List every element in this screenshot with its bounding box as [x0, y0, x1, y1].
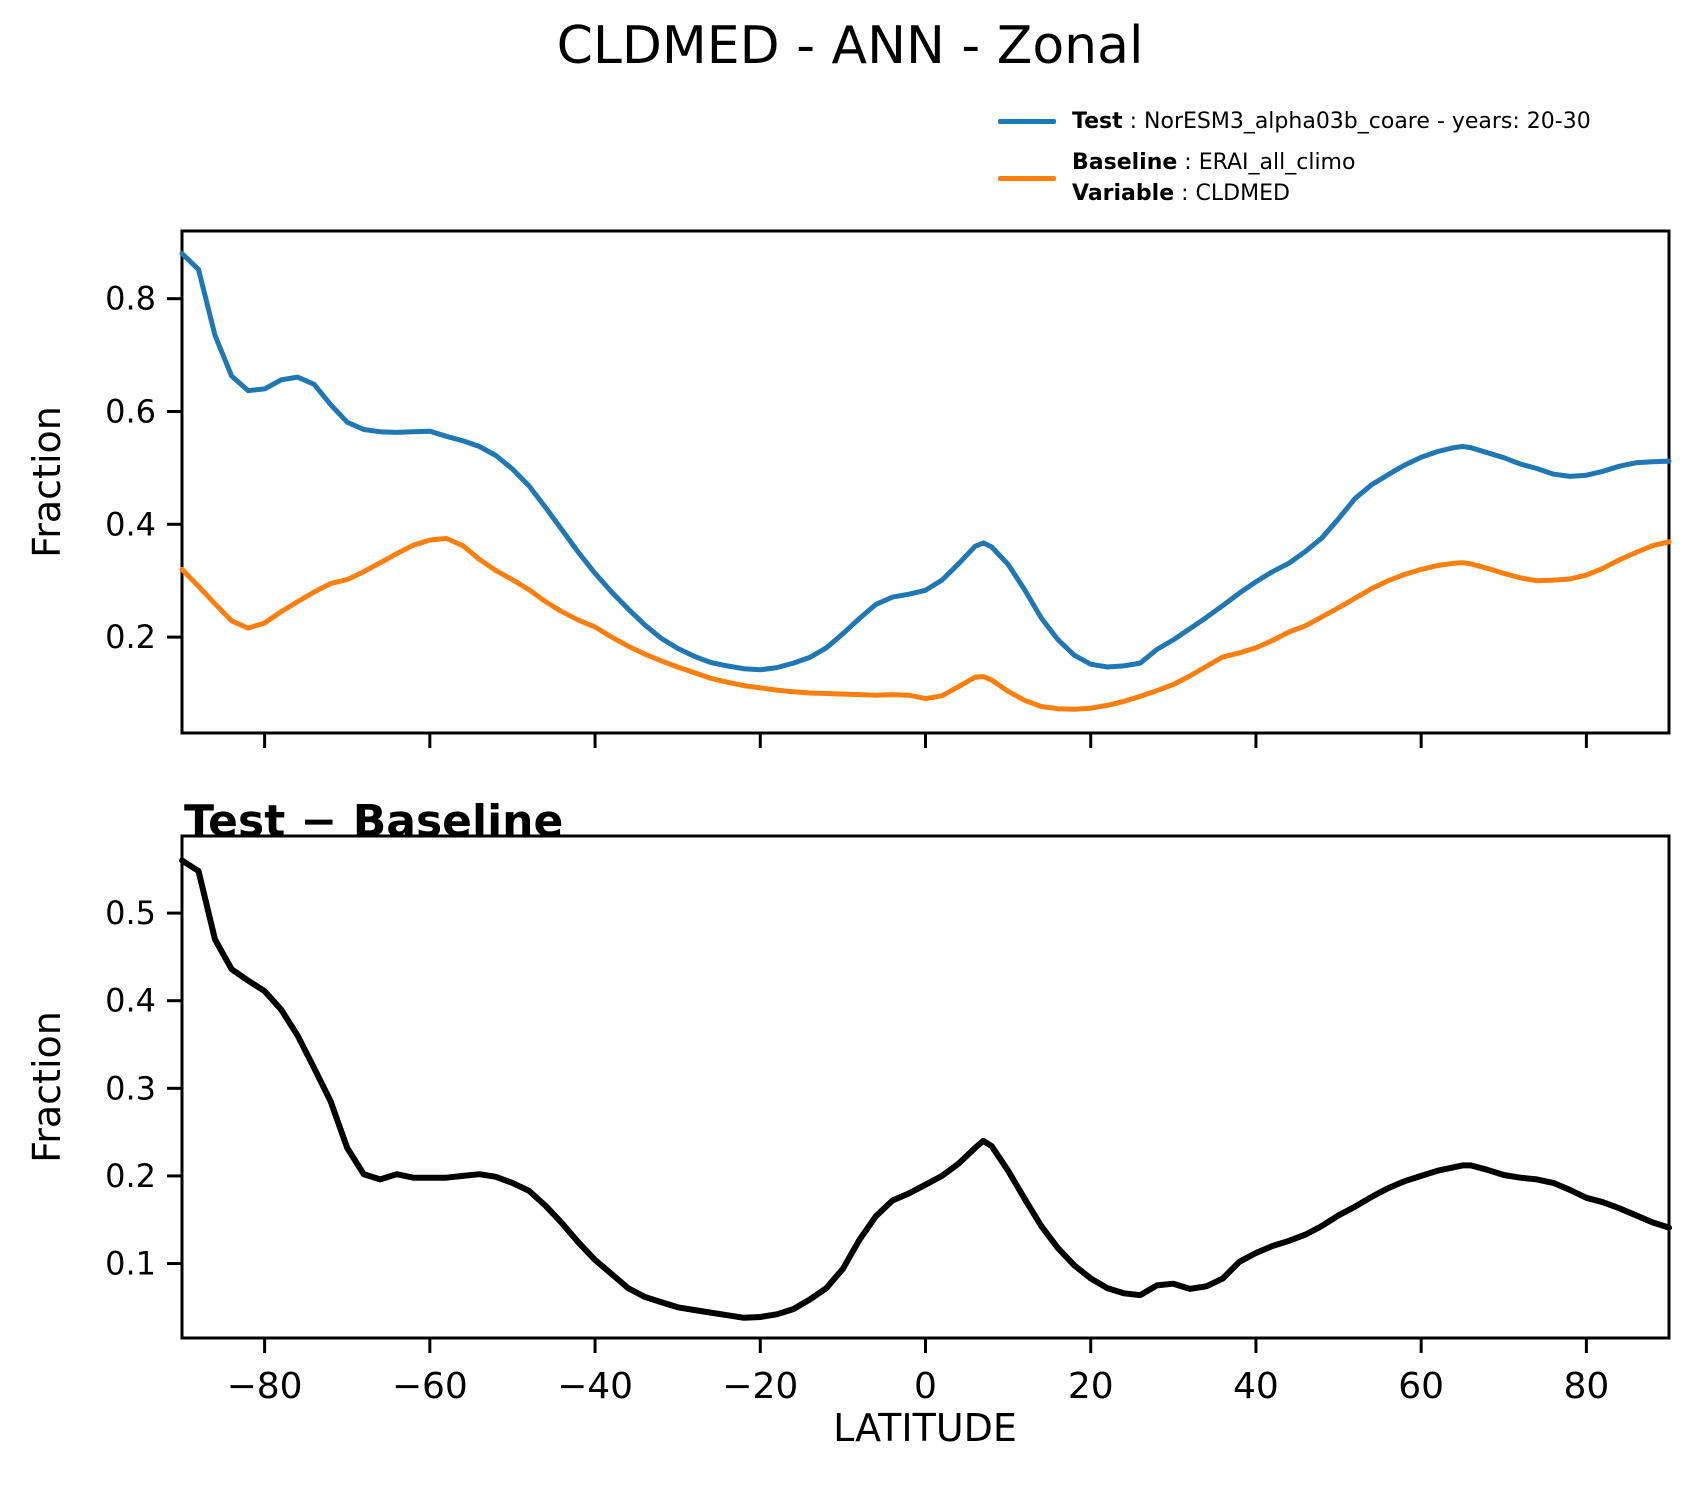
bottom-y-axis-label: Fraction	[25, 1011, 69, 1163]
legend-text-test: Test : NorESM3_alpha03b_coare - years: 2…	[1072, 106, 1591, 137]
page-title: CLDMED - ANN - Zonal	[556, 16, 1144, 76]
series-line-diff	[179, 857, 1672, 1321]
legend-entry-test: Test : NorESM3_alpha03b_coare - years: 2…	[998, 106, 1591, 137]
legend-baseline-value: : ERAI_all_climo	[1177, 150, 1356, 175]
diff-panel-title: Test − Baseline	[184, 796, 564, 847]
legend-variable-value: : CLDMED	[1174, 181, 1290, 206]
x-tick-label: 80	[1563, 1366, 1609, 1407]
test-line-swatch	[998, 119, 1056, 124]
y-tick-label: 0.5	[105, 894, 156, 932]
legend-variable-label: Variable	[1072, 181, 1175, 206]
y-tick-label: 0.6	[105, 392, 156, 430]
x-tick-label: 20	[1068, 1366, 1114, 1407]
y-tick-label: 0.8	[105, 280, 156, 318]
x-tick-label: 40	[1233, 1366, 1279, 1407]
y-tick-label: 0.4	[105, 505, 156, 543]
y-tick-label: 0.4	[105, 982, 156, 1020]
x-tick-label: 0	[914, 1366, 937, 1407]
baseline-line-swatch	[998, 175, 1056, 181]
y-tick-label: 0.3	[105, 1069, 156, 1107]
legend-baseline-row: Baseline : ERAI_all_climo	[1072, 147, 1355, 178]
y-tick-label: 0.2	[105, 1157, 156, 1195]
top-y-axis-label: Fraction	[25, 406, 69, 558]
legend-variable-row: Variable : CLDMED	[1072, 178, 1355, 209]
axes-frame-bottom	[180, 834, 1671, 1340]
series-line-baseline	[179, 535, 1672, 712]
x-tick-label: −60	[392, 1366, 468, 1407]
legend: Test : NorESM3_alpha03b_coare - years: 2…	[998, 106, 1591, 209]
series-line-test	[179, 251, 1672, 673]
legend-test-label: Test	[1072, 109, 1123, 134]
legend-entry-baseline: Baseline : ERAI_all_climo Variable : CLD…	[998, 147, 1591, 209]
axes-frame-top	[180, 229, 1671, 735]
x-tick-label: 60	[1398, 1366, 1444, 1407]
y-tick-label: 0.2	[105, 618, 156, 656]
legend-baseline-label: Baseline	[1072, 150, 1178, 175]
x-tick-label: −20	[722, 1366, 798, 1407]
legend-text-baseline: Baseline : ERAI_all_climo Variable : CLD…	[1072, 147, 1355, 209]
x-axis-label: LATITUDE	[833, 1406, 1017, 1450]
x-tick-label: −40	[557, 1366, 633, 1407]
y-tick-label: 0.1	[105, 1245, 156, 1283]
legend-test-value: : NorESM3_alpha03b_coare - years: 20-30	[1122, 109, 1591, 134]
x-tick-label: −80	[227, 1366, 303, 1407]
